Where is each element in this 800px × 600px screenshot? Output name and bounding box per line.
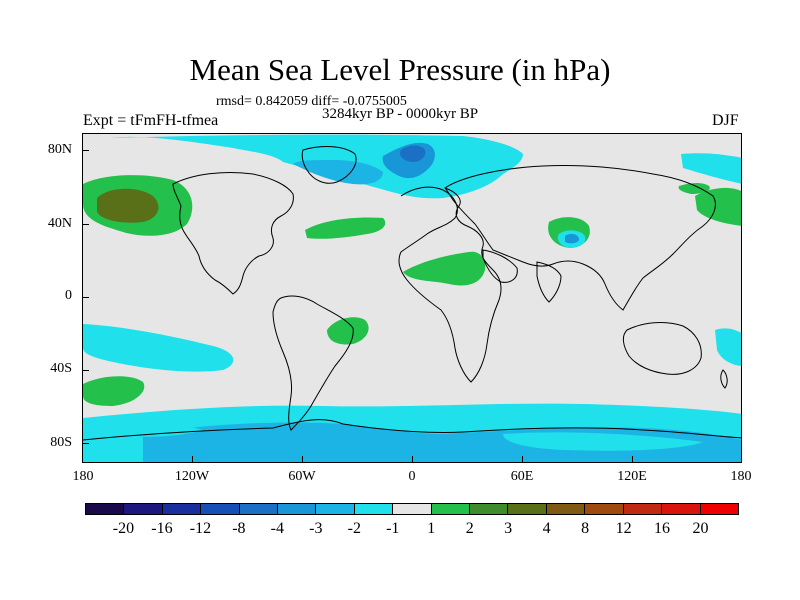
color-bar-swatch: [86, 504, 125, 514]
y-tick: [82, 150, 89, 151]
color-bar-swatch: [201, 504, 240, 514]
color-bar-label: -4: [270, 520, 284, 537]
color-bar-label: 16: [654, 520, 671, 537]
color-bar-swatch: [162, 504, 202, 514]
color-bar-label: -2: [347, 520, 361, 537]
coastline-europe-africa: [398, 186, 502, 383]
coastline-asia: [444, 164, 716, 311]
y-tick: [82, 224, 89, 225]
anomaly-antarctic-lightcyan: [123, 425, 203, 437]
color-bar-label: -8: [232, 520, 246, 537]
y-label-80s: 80S: [50, 435, 72, 450]
anomaly-spacific-cyan: [83, 324, 234, 372]
color-bar: [85, 503, 739, 515]
color-bar-label: 8: [581, 520, 590, 537]
color-bar-label: 1: [427, 520, 436, 537]
anomaly-antarctic-blue: [143, 422, 741, 462]
y-tick: [82, 443, 89, 444]
experiment-label: Expt = tFmFH-tfmea: [83, 112, 219, 129]
coastline-greenland: [301, 146, 357, 184]
x-label-60e: 60E: [510, 469, 534, 484]
coastline-north-america: [172, 172, 294, 295]
x-label-120e: 120E: [617, 469, 647, 484]
coastline-india: [536, 261, 562, 303]
color-bar-label: 3: [504, 520, 513, 537]
period-subtitle: 3284kyr BP - 0000kyr BP: [322, 106, 479, 122]
y-label-40n: 40N: [47, 216, 72, 231]
x-label-180w: 180: [72, 469, 94, 484]
coastlines: [83, 146, 741, 441]
color-bar-swatch: [393, 504, 432, 514]
color-bar-swatch: [470, 504, 509, 514]
anomaly-neast-green: [678, 183, 710, 194]
coastline-arabia: [482, 249, 518, 283]
x-tick: [412, 456, 413, 463]
x-tick: [522, 456, 523, 463]
color-bar-label: -3: [309, 520, 323, 537]
coastline-antarctica: [83, 419, 741, 441]
anomaly-tibet-blue: [565, 233, 579, 244]
color-bar-label: 2: [465, 520, 474, 537]
coastline-new-zealand: [720, 369, 728, 389]
color-bar-label: 12: [615, 520, 632, 537]
color-bar-swatch: [662, 504, 701, 514]
y-label-80n: 80N: [47, 142, 72, 157]
x-label-180e: 180: [730, 469, 752, 484]
color-bar-swatch: [585, 504, 624, 514]
color-bar-swatch: [508, 504, 547, 514]
anomaly-sahara-green: [403, 251, 486, 286]
color-bar-label: -12: [189, 520, 212, 537]
anomaly-antarctic-cyan-east: [503, 432, 703, 451]
color-bar-swatch: [431, 504, 471, 514]
anomaly-spacific-green: [83, 376, 145, 406]
anomaly-brazil-green: [327, 317, 369, 345]
y-label-equator: 0: [65, 288, 72, 303]
color-bar-swatch: [623, 504, 663, 514]
color-bar-swatch: [239, 504, 279, 514]
anomaly-east-cyan: [681, 153, 741, 184]
color-bar-swatch: [546, 504, 586, 514]
anomaly-arctic-darkblue: [399, 145, 426, 162]
color-bar-label: -1: [386, 520, 400, 537]
color-bar-swatch: [278, 504, 317, 514]
pressure-map: [82, 133, 742, 463]
color-bar-swatch: [700, 504, 738, 514]
y-tick: [82, 297, 89, 298]
color-bar-swatch: [124, 504, 163, 514]
anomaly-npacific-olive: [97, 188, 159, 223]
color-bar-swatch: [316, 504, 355, 514]
x-label-60w: 60W: [288, 469, 316, 484]
x-tick: [302, 456, 303, 463]
anomaly-epacific-green: [695, 187, 741, 226]
anomaly-atlantic-green: [305, 217, 386, 239]
y-label-40s: 40S: [50, 361, 72, 376]
x-label-0: 0: [408, 469, 416, 484]
anomaly-greenland-cyan: [293, 160, 383, 185]
color-bar-label: 4: [542, 520, 551, 537]
x-label-120w: 120W: [174, 469, 210, 484]
season-label: DJF: [712, 112, 739, 129]
color-bar-swatch: [354, 504, 394, 514]
color-bar-label: 20: [692, 520, 709, 537]
color-bar-label: -20: [112, 520, 135, 537]
coastline-south-america: [272, 295, 354, 431]
rmsd-subtitle: rmsd= 0.842059 diff= -0.0755005: [216, 94, 407, 109]
x-tick: [192, 456, 193, 463]
x-tick: [632, 456, 633, 463]
y-tick: [82, 370, 89, 371]
color-bar-label: -16: [151, 520, 173, 537]
map-title: Mean Sea Level Pressure (in hPa): [189, 52, 611, 87]
map-canvas: [83, 134, 741, 462]
coastline-australia: [622, 322, 702, 375]
anomaly-australia-cyan: [715, 328, 741, 366]
